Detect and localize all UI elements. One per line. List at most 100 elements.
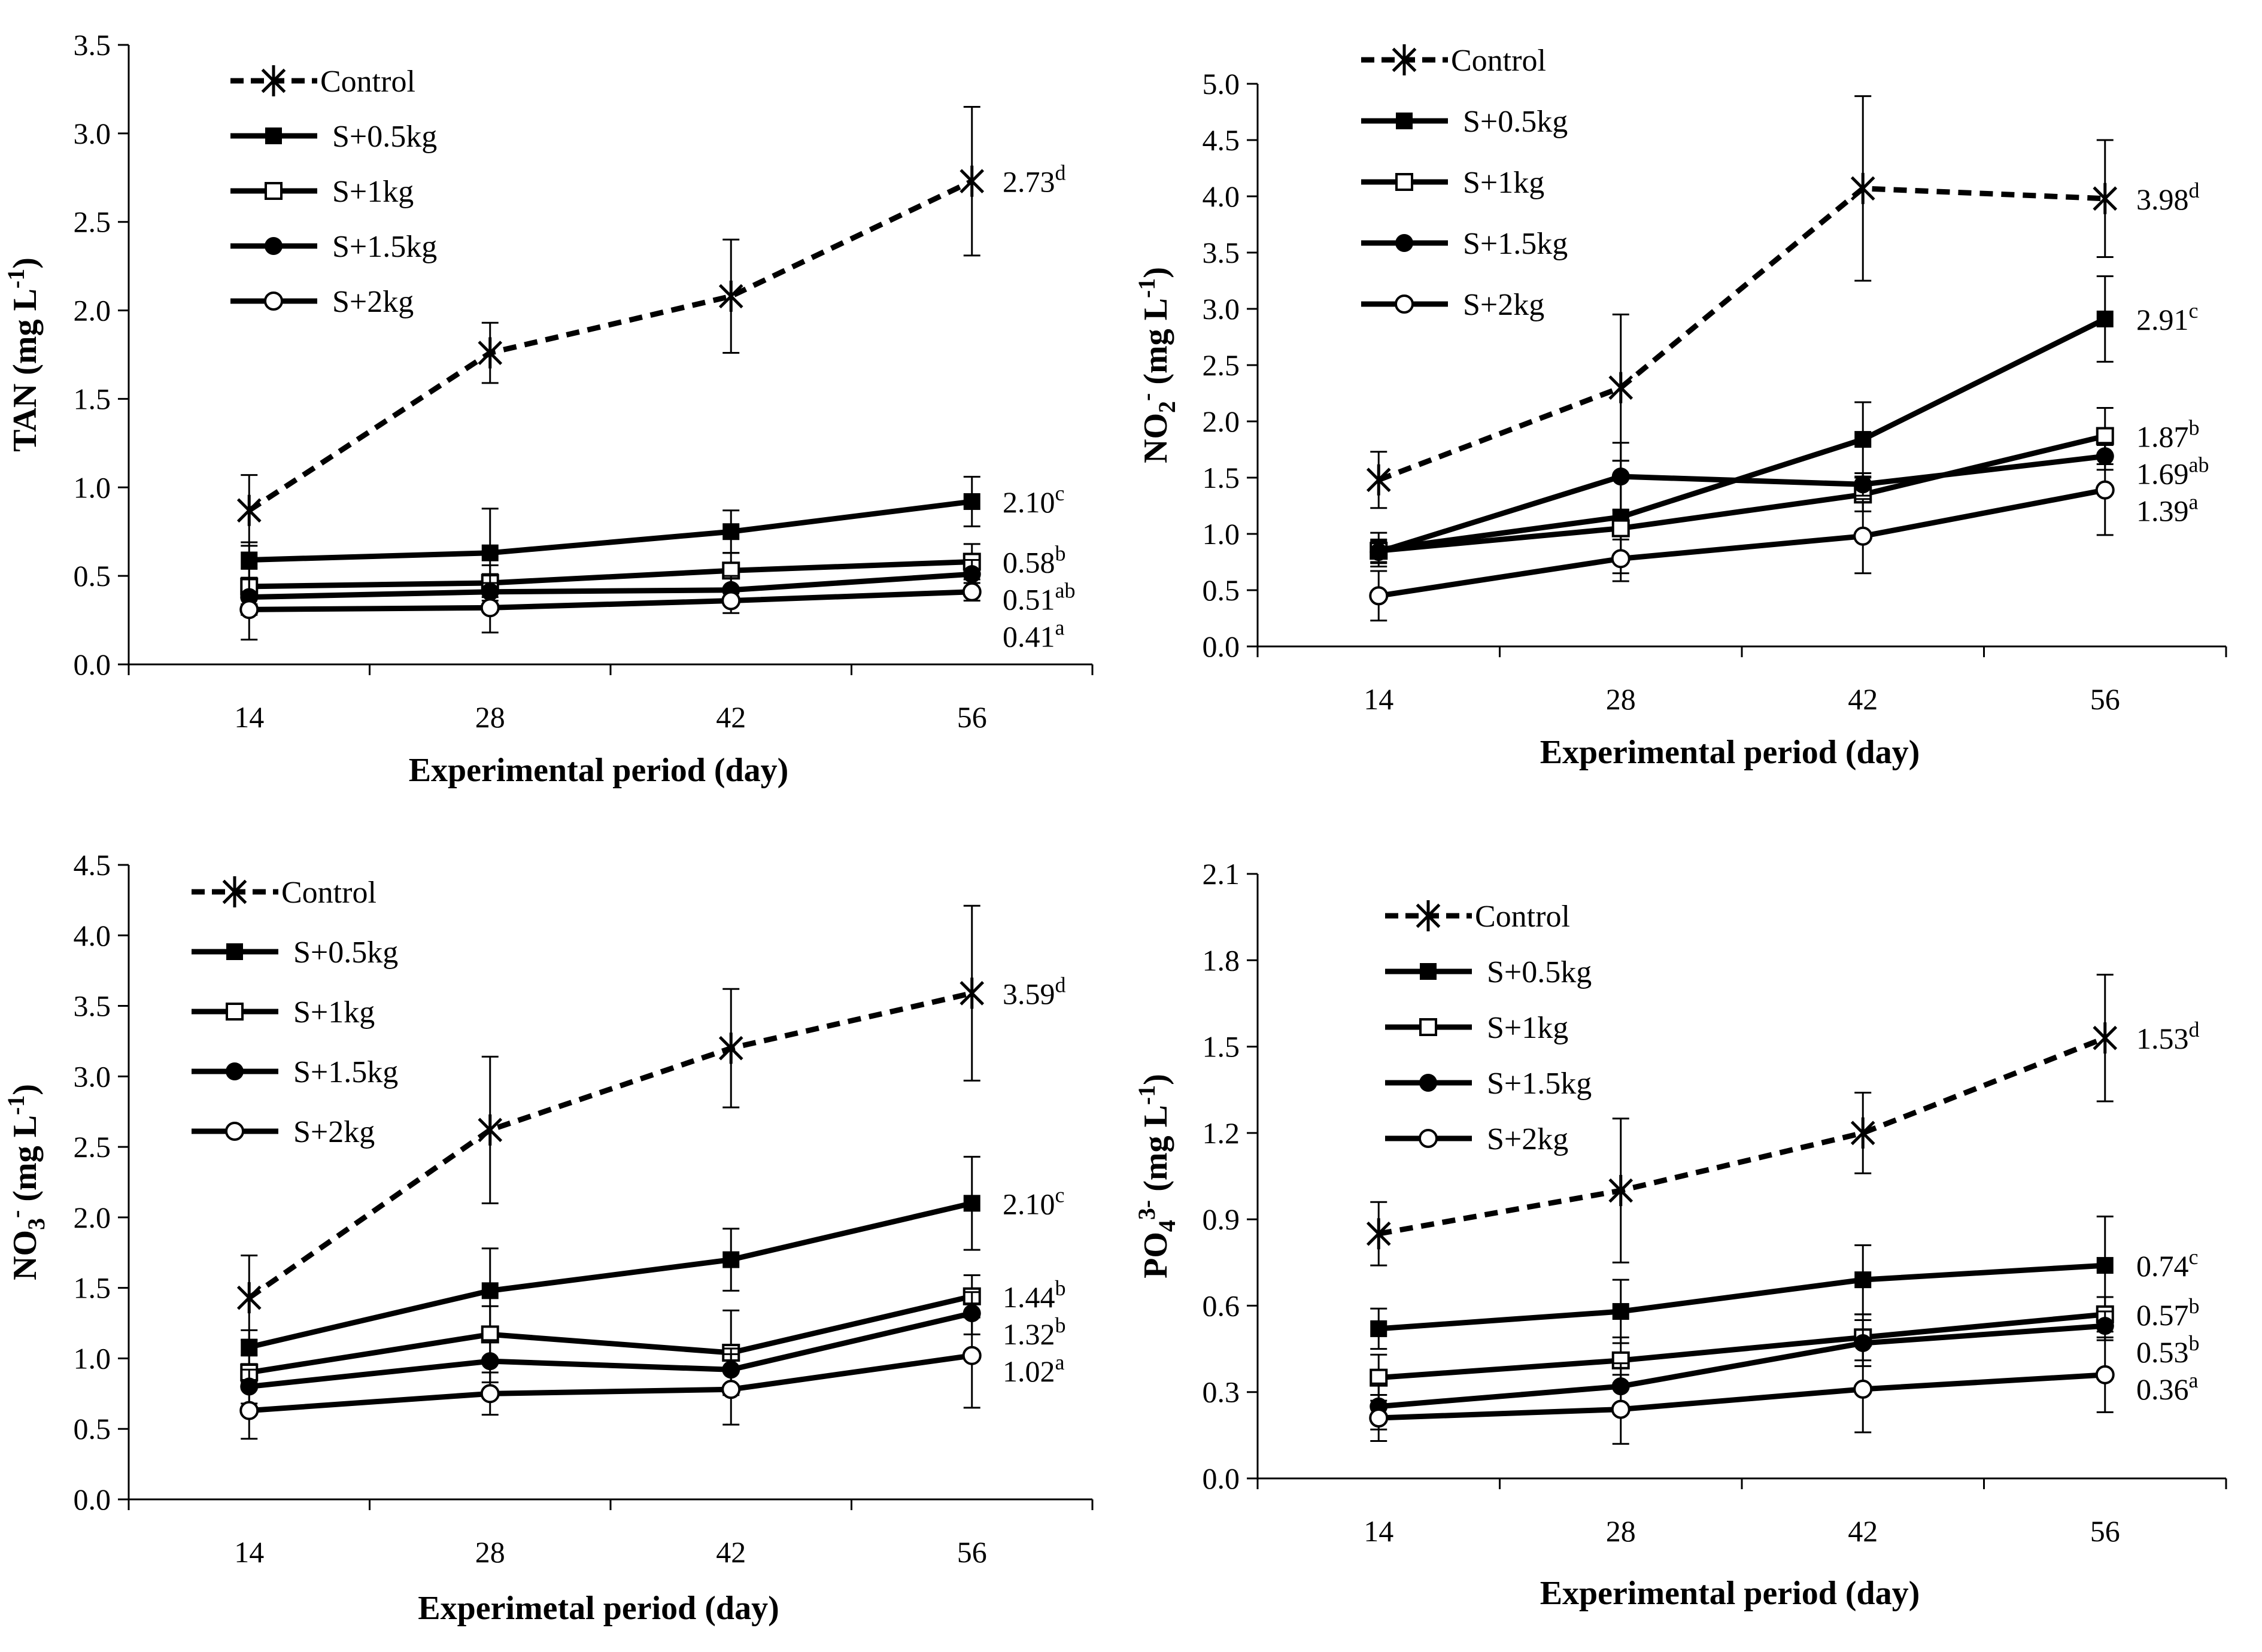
nitrite-chart: 0.0 0.5 1.0 1.5 2.0 2.5 3.0 3.5 4.0 4.5 5.0 14 28 42 5…: [1133, 44, 2227, 771]
legend-marker-control: [261, 65, 286, 96]
series-s-1kg: [1370, 1296, 2114, 1402]
series-s-0-5kg: [1370, 1215, 2114, 1350]
y-tick-label: 0.0: [1203, 630, 1240, 663]
legend-label: S+1.5kg: [1487, 1067, 1592, 1101]
y-tick-label: 1.0: [74, 1341, 111, 1375]
legend-label: S+1.5kg: [332, 230, 437, 264]
legend-item-s-1kg: S+1kg: [230, 175, 414, 209]
series-line-control: [247, 990, 973, 1300]
legend-marker-control: [222, 876, 247, 907]
end-label-s-1-5kg: 1.69ab: [2136, 453, 2209, 490]
y-tick-label: 2.0: [74, 294, 111, 327]
x-tick-label-42: 42: [716, 700, 746, 734]
series-line-s-1-5kg: [1377, 453, 2106, 555]
y-tick-label: 2.0: [74, 1201, 111, 1234]
data-point-s-1kg-28: [1611, 519, 1630, 537]
legend-label: S+0.5kg: [1487, 955, 1592, 989]
series-s-1-5kg: [240, 1291, 981, 1405]
legend-item-s-0-5kg: S+0.5kg: [1361, 105, 1568, 139]
data-point-s-2kg-42: [721, 591, 741, 611]
series-line-control: [247, 178, 973, 513]
series-line-s-1kg: [249, 558, 972, 590]
legend-item-s-2kg: S+2kg: [1385, 1122, 1568, 1156]
legend-marker-control: [1416, 900, 1441, 931]
data-point-s-2kg-28: [1611, 1399, 1631, 1419]
series-line-s-1kg: [1378, 433, 2106, 554]
x-tick-label-14: 14: [234, 1535, 264, 1569]
x-tick-label-56: 56: [957, 700, 987, 734]
legend-label: S+2kg: [1463, 288, 1544, 322]
series-line-control: [1377, 186, 2105, 482]
legend-item-s-0-5kg: S+0.5kg: [192, 936, 398, 970]
legend: Control S+0.5kg S+1kg S+1.5kg S+2kg: [1385, 900, 1592, 1156]
data-point-control-28: [478, 337, 503, 369]
y-tick-label: 0.5: [74, 1412, 111, 1445]
y-tick-label: 0.0: [74, 1483, 111, 1516]
y-tick-label: 3.0: [74, 1059, 111, 1093]
series-control: [236, 106, 985, 547]
series-s-2kg: [239, 578, 982, 641]
end-label-s-0-5kg: 2.10c: [1003, 481, 1064, 519]
series-line-s-1-5kg: [1378, 1323, 2106, 1410]
x-tick-label-28: 28: [1606, 682, 1636, 716]
data-point-s-1-5kg-56: [963, 565, 981, 584]
y-tick-label: 3.5: [74, 989, 111, 1023]
data-point-s-2kg-28: [480, 598, 500, 618]
data-point-s-2kg-14: [1369, 1408, 1389, 1428]
legend-marker-control: [1392, 44, 1417, 75]
data-point-s-1kg-56: [2096, 427, 2114, 445]
y-tick-label: 4.0: [1203, 180, 1240, 213]
legend-label: Control: [320, 65, 415, 99]
data-point-s-1-5kg-14: [1370, 543, 1388, 561]
legend-marker-s-0-5kg: [265, 127, 282, 144]
x-tick-label-42: 42: [1848, 1514, 1878, 1548]
data-point-s-2kg-28: [1611, 549, 1631, 569]
data-point-s-0-5kg-56: [2096, 1257, 2114, 1274]
series-line-s-2kg: [249, 589, 972, 612]
x-tick-label-42: 42: [1848, 682, 1878, 716]
y-tick-label: 3.5: [1203, 236, 1240, 269]
legend-label: S+0.5kg: [293, 936, 398, 970]
legend-label: S+1.5kg: [293, 1055, 398, 1089]
data-point-s-2kg-56: [962, 1346, 982, 1365]
data-point-s-2kg-14: [239, 600, 259, 620]
data-point-s-2kg-42: [1853, 1379, 1873, 1399]
legend-item-s-2kg: S+2kg: [230, 285, 414, 319]
y-tick-label: 0.5: [74, 559, 111, 593]
legend-label: S+2kg: [332, 285, 414, 319]
end-label-s-2kg: 1.39a: [2136, 490, 2199, 527]
tan-chart: 0.0 0.5 1.0 1.5 2.0 2.5 3.0 3.5 14 28 42 56 Experime…: [2, 28, 1094, 789]
x-axis-title: Experimental period (day): [1540, 1575, 1920, 1612]
data-point-control-42: [1850, 172, 1875, 204]
legend-item-control: Control: [192, 876, 377, 910]
data-point-s-0-5kg-56: [963, 1195, 980, 1212]
y-tick-label: 2.0: [1203, 405, 1240, 438]
series-s-1-5kg: [1370, 442, 2114, 564]
end-label-s-1-5kg: 1.32b: [1003, 1313, 1066, 1351]
end-label-control: 3.98d: [2136, 178, 2200, 216]
phosphate-chart: 0.0 0.3 0.6 0.9 1.2 1.5 1.8 2.1 14 28 42 56 Experime…: [1133, 857, 2227, 1612]
end-label-s-1-5kg: 0.53b: [2136, 1331, 2200, 1369]
nitrate-chart: 0.0 0.5 1.0 1.5 2.0 2.5 3.0 3.5 4.0 4.5 14 28 42 56 Ex…: [2, 848, 1094, 1627]
end-label-s-1kg: 0.57b: [2136, 1294, 2200, 1332]
y-tick-label: 1.0: [1203, 517, 1240, 551]
y-tick-label: 3.5: [74, 28, 111, 62]
y-axis-title: NO2- (mg L-1): [1133, 267, 1180, 463]
y-axis-title: NO3- (mg L-1): [2, 1084, 50, 1280]
legend-label: S+0.5kg: [1463, 105, 1568, 139]
end-label-s-0-5kg: 2.10c: [1003, 1183, 1064, 1220]
legend-label: S+1.5kg: [1463, 227, 1568, 261]
data-point-s-1-5kg-56: [2096, 1317, 2114, 1335]
y-tick-label: 1.2: [1203, 1116, 1240, 1150]
data-point-s-2kg-14: [239, 1401, 259, 1420]
y-tick-label: 3.0: [1203, 292, 1240, 326]
legend-marker-s-1kg: [1419, 1018, 1437, 1036]
y-tick-label: 2.5: [74, 205, 111, 239]
legend-label: S+2kg: [293, 1115, 375, 1149]
data-point-s-0-5kg-14: [1370, 1320, 1387, 1337]
y-tick-label: 0.0: [74, 648, 111, 681]
series-line-s-2kg: [1378, 487, 2106, 599]
data-point-s-0-5kg-42: [1854, 431, 1872, 448]
data-point-control-28: [1608, 1175, 1634, 1207]
legend-item-s-1kg: S+1kg: [1361, 166, 1544, 200]
